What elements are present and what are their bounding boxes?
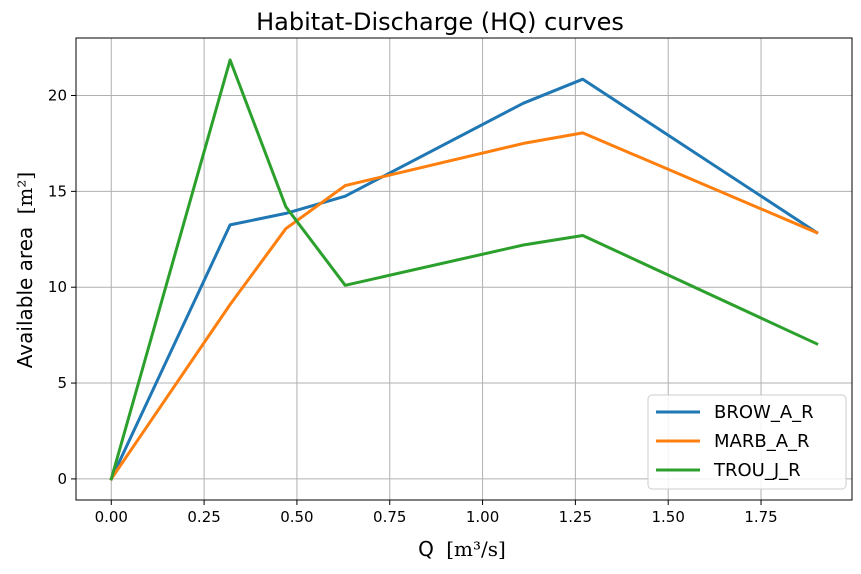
legend-box <box>647 394 847 490</box>
x-tick-label: 1.75 <box>744 508 777 526</box>
x-tick-label: 0.25 <box>187 508 220 526</box>
y-tick-label: 5 <box>57 374 67 392</box>
y-axis-label-unit: [m²] <box>13 172 37 215</box>
x-tick-label: 0.00 <box>95 508 128 526</box>
y-axis-ticks: 0 5 10 15 20 <box>48 87 76 488</box>
series-line-brow-a-r <box>109 77 819 481</box>
plot-frame <box>75 37 853 501</box>
x-axis-label-text: Q <box>418 537 434 561</box>
y-tick-label: 20 <box>48 87 67 105</box>
y-axis-label: Available area [m²] <box>13 172 37 368</box>
x-axis-ticks: 0.00 0.25 0.50 0.75 1.00 1.25 1.50 1.75 <box>95 500 778 526</box>
chart-title: Habitat-Discharge (HQ) curves <box>256 8 624 36</box>
legend-label-marb-a-r: MARB_A_R <box>714 431 810 452</box>
series-layer <box>109 58 819 481</box>
x-tick-label: 1.25 <box>559 508 592 526</box>
legend: BROW_A_R MARB_A_R TROU_J_R <box>647 394 847 490</box>
y-tick-label: 15 <box>48 182 67 200</box>
x-axis-label: Q [m³/s] <box>418 537 506 561</box>
series-line-marb-a-r <box>109 131 819 481</box>
series-line-trou-j-r <box>109 58 819 481</box>
x-axis-label-unit: [m³/s] <box>446 537 506 561</box>
legend-label-trou-j-r: TROU_J_R <box>713 460 801 481</box>
x-tick-label: 1.00 <box>466 508 499 526</box>
x-tick-label: 1.50 <box>652 508 685 526</box>
y-tick-label: 0 <box>57 470 67 488</box>
legend-label-brow-a-r: BROW_A_R <box>714 402 814 423</box>
x-tick-label: 0.75 <box>373 508 406 526</box>
grid <box>76 38 852 500</box>
y-tick-label: 10 <box>48 278 67 296</box>
x-tick-label: 0.50 <box>280 508 313 526</box>
y-axis-label-text: Available area <box>13 227 37 368</box>
